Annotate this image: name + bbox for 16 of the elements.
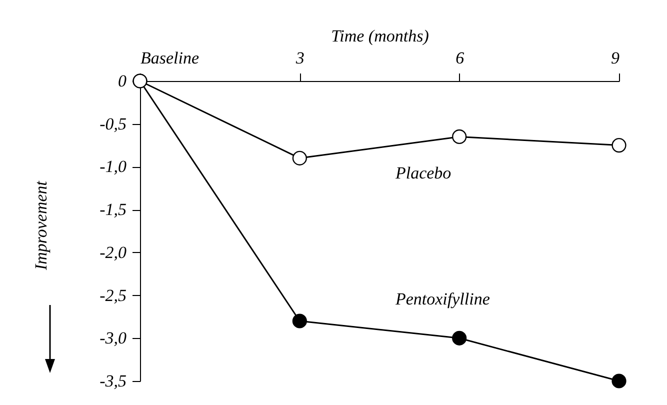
y-tick-label: -1,0 bbox=[100, 157, 127, 176]
y-tick-label: -3,0 bbox=[100, 328, 127, 348]
y-tick-label: -0,5 bbox=[100, 114, 126, 134]
y-tick-label: -2,0 bbox=[100, 242, 127, 262]
x-tick-label: 6 bbox=[456, 48, 465, 68]
y-axis-title: Improvement bbox=[32, 180, 50, 272]
x-tick-label: Baseline bbox=[140, 48, 200, 68]
y-tick-label: 0 bbox=[118, 72, 127, 90]
y-tick-label: -3,5 bbox=[100, 372, 126, 390]
series-label: Pentoxifylline bbox=[394, 290, 490, 309]
series-label: Placebo bbox=[394, 163, 452, 182]
y-tick-label: -1,5 bbox=[100, 200, 126, 220]
x-tick-label: 3 bbox=[294, 48, 304, 68]
x-axis-title: Time (months) bbox=[331, 26, 430, 46]
y-tick-label: -2,5 bbox=[100, 286, 126, 305]
x-tick-label: 9 bbox=[611, 48, 620, 68]
